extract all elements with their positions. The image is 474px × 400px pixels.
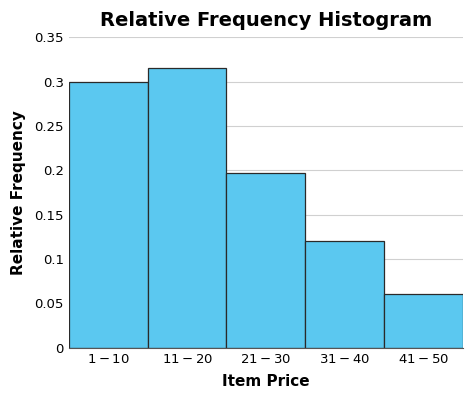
X-axis label: Item Price: Item Price <box>222 374 310 389</box>
Bar <box>227 173 305 348</box>
Bar <box>69 82 147 348</box>
Bar <box>305 241 384 348</box>
Bar <box>147 68 227 348</box>
Y-axis label: Relative Frequency: Relative Frequency <box>11 110 26 275</box>
Title: Relative Frequency Histogram: Relative Frequency Histogram <box>100 11 432 30</box>
Bar <box>384 294 463 348</box>
